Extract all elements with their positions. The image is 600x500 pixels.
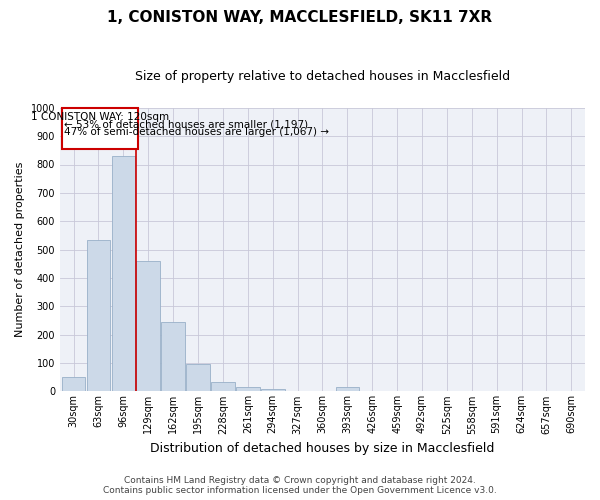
Bar (186, 364, 210, 392)
Bar (86, 240, 110, 392)
Text: ← 53% of detached houses are smaller (1,197): ← 53% of detached houses are smaller (1,… (64, 119, 308, 129)
Text: 1 CONISTON WAY: 120sqm: 1 CONISTON WAY: 120sqm (31, 112, 169, 122)
Bar (62, 108, 138, 149)
Text: 47% of semi-detached houses are larger (1,067) →: 47% of semi-detached houses are larger (… (64, 127, 329, 137)
Y-axis label: Number of detached properties: Number of detached properties (15, 162, 25, 338)
Bar (335, 386, 359, 392)
Bar (236, 387, 260, 392)
X-axis label: Distribution of detached houses by size in Macclesfield: Distribution of detached houses by size … (150, 442, 494, 455)
Bar (112, 156, 135, 392)
Bar (211, 382, 235, 392)
Bar (261, 388, 284, 392)
Bar (136, 261, 160, 392)
Bar (161, 322, 185, 392)
Text: Contains HM Land Registry data © Crown copyright and database right 2024.
Contai: Contains HM Land Registry data © Crown c… (103, 476, 497, 495)
Title: Size of property relative to detached houses in Macclesfield: Size of property relative to detached ho… (135, 70, 510, 83)
Text: 1, CONISTON WAY, MACCLESFIELD, SK11 7XR: 1, CONISTON WAY, MACCLESFIELD, SK11 7XR (107, 10, 493, 25)
Bar (62, 377, 85, 392)
